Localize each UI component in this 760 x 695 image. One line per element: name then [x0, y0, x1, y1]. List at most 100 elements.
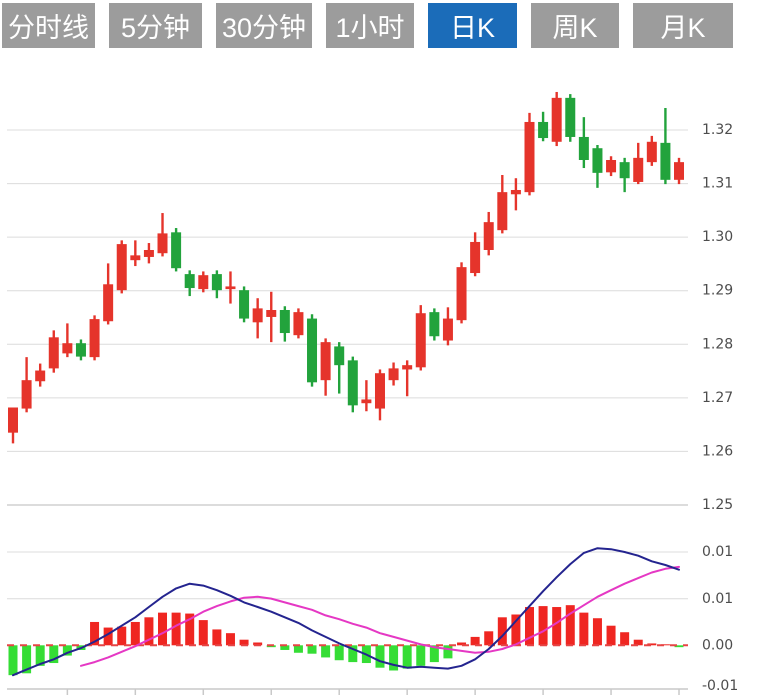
candlestick [89, 319, 100, 358]
candlestick [510, 189, 521, 195]
macd-histogram-bar [280, 645, 290, 650]
macd-histogram-bar [497, 617, 507, 646]
candlestick [252, 308, 263, 323]
candlestick [633, 157, 644, 182]
candlestick [116, 244, 127, 291]
macd-histogram-bar [62, 645, 72, 656]
macd-histogram-bar [524, 607, 534, 646]
candlestick [429, 312, 440, 337]
macd-histogram-bar [8, 645, 18, 676]
candlestick [157, 233, 168, 254]
price-axis-label: 1.27 [702, 390, 733, 406]
macd-histogram-bar [647, 643, 657, 646]
candlestick [48, 337, 59, 369]
candlestick [674, 162, 685, 180]
macd-histogram-bar [538, 606, 548, 646]
price-axis-label: 1.29 [702, 283, 733, 299]
tab-日K[interactable]: 日K [428, 3, 517, 48]
candlestick [619, 162, 630, 179]
macd-histogram-bar [579, 612, 589, 646]
macd-histogram-bar [49, 645, 59, 664]
candlestick [211, 274, 222, 291]
macd-histogram-bar [389, 645, 399, 671]
macd-histogram-bar [565, 605, 575, 646]
macd-histogram-bar [307, 645, 317, 654]
macd-histogram-bar [348, 645, 358, 663]
candlestick [225, 286, 236, 290]
candlestick [483, 222, 494, 250]
tab-1小时[interactable]: 1小时 [326, 3, 414, 48]
macd-histogram-bar [429, 645, 439, 663]
candlestick [266, 309, 277, 317]
candlestick [646, 141, 657, 163]
price-axis-label: 1.25 [702, 497, 733, 513]
macd-histogram-bar [225, 633, 235, 646]
macd-axis-label: 0.01 [702, 591, 733, 607]
macd-histogram-bar [212, 629, 222, 646]
macd-axis-label: 0.01 [702, 544, 733, 560]
candlestick [565, 97, 576, 137]
candlestick [75, 343, 86, 357]
candlestick [442, 318, 453, 341]
candlestick [279, 309, 290, 334]
macd-histogram-bar [144, 617, 154, 646]
candlestick [239, 290, 250, 319]
candlestick [388, 368, 399, 381]
candlestick [578, 136, 589, 160]
macd-histogram-bar [375, 645, 385, 668]
candlestick [415, 313, 426, 368]
candlestick [347, 360, 358, 406]
macd-histogram-bar [239, 639, 249, 646]
candlestick [334, 346, 345, 366]
price-axis-label: 1.31 [702, 176, 733, 192]
macd-histogram-bar [484, 631, 494, 646]
macd-histogram-bar [185, 613, 195, 646]
tab-30分钟[interactable]: 30分钟 [216, 3, 312, 48]
candlestick [103, 284, 114, 322]
price-axis-label: 1.30 [702, 229, 733, 245]
candlestick [592, 148, 603, 173]
macd-histogram-bar [660, 644, 670, 646]
macd-histogram-bar [334, 645, 344, 661]
macd-histogram-bar [103, 627, 113, 646]
macd-histogram-bar [321, 645, 331, 658]
macd-histogram-bar [22, 645, 32, 674]
dea-line [80, 565, 680, 667]
macd-histogram-bar [90, 621, 100, 646]
candlestick [402, 365, 413, 370]
macd-histogram-bar [117, 626, 127, 646]
candlestick [293, 312, 304, 336]
candlestick [470, 241, 481, 274]
candlestick [606, 159, 617, 173]
macd-histogram-bar [402, 645, 412, 669]
macd-histogram-bar [511, 614, 521, 646]
macd-histogram-bar [171, 612, 181, 646]
price-axis-label: 1.28 [702, 336, 733, 352]
tab-分时线[interactable]: 分时线 [2, 3, 95, 48]
tab-月K[interactable]: 月K [633, 3, 733, 48]
candlestick [171, 232, 182, 269]
candlestick [21, 380, 32, 409]
macd-histogram-bar [674, 645, 684, 648]
candlestick [307, 318, 318, 383]
macd-axis-label: -0.01 [702, 678, 738, 694]
candlestick [184, 274, 195, 289]
candlestick [361, 399, 372, 404]
tab-周K[interactable]: 周K [531, 3, 619, 48]
macd-histogram-bar [443, 645, 453, 659]
macd-histogram-bar [130, 621, 140, 646]
candlestick [456, 267, 467, 321]
candlestick [320, 342, 331, 381]
macd-axis-label: 0.00 [702, 637, 733, 653]
dif-line [12, 547, 680, 677]
macd-histogram-bar [633, 639, 643, 646]
macd-histogram-bar [620, 632, 630, 646]
period-tab-bar: 分时线 5分钟 30分钟 1小时 日K 周K 月K [2, 3, 733, 48]
candlestick [497, 192, 508, 231]
macd-histogram-bar [592, 618, 602, 646]
macd-histogram-bar [253, 642, 263, 646]
candlestick [62, 343, 73, 354]
tab-5分钟[interactable]: 5分钟 [109, 3, 202, 48]
macd-histogram-bar [293, 645, 303, 653]
